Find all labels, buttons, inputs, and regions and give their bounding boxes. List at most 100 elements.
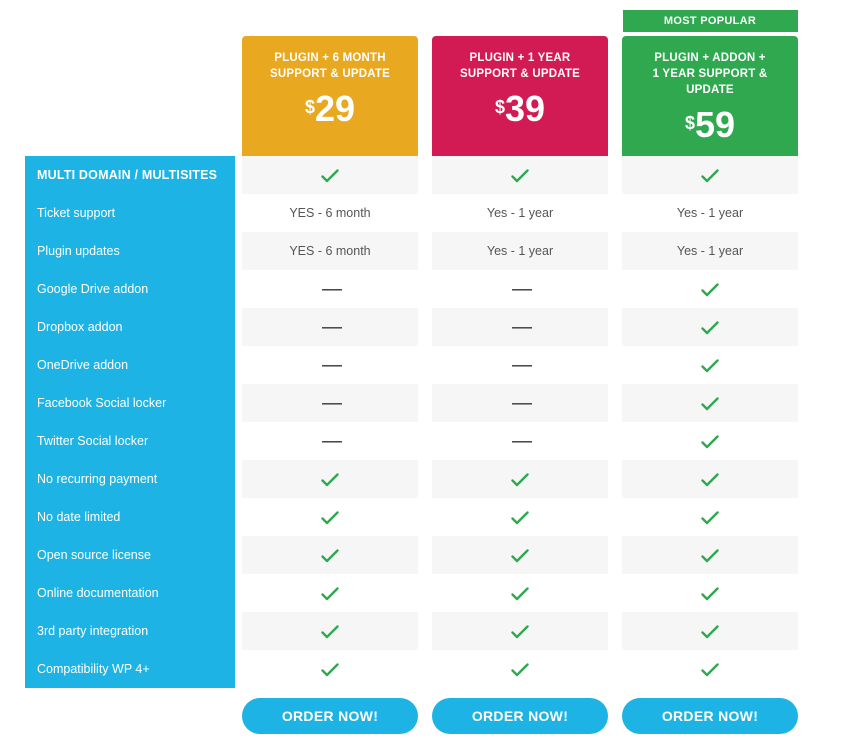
order-button-2[interactable]: ORDER NOW! <box>622 698 798 734</box>
check-icon <box>321 625 339 637</box>
check-icon <box>511 663 529 675</box>
feature-cell <box>622 308 798 346</box>
feature-cell <box>432 156 608 194</box>
dash-icon: — <box>512 436 528 446</box>
dash-icon: — <box>512 360 528 370</box>
feature-label: Compatibility WP 4+ <box>25 650 235 688</box>
check-icon <box>701 283 719 295</box>
feature-cell: — <box>242 384 418 422</box>
order-button-0[interactable]: ORDER NOW! <box>242 698 418 734</box>
feature-cell: — <box>432 422 608 460</box>
pricing-table: MOST POPULAR PLUGIN + 6 MONTHSUPPORT & U… <box>25 10 832 740</box>
feature-cell <box>242 460 418 498</box>
plan-title-1: PLUGIN + 1 YEARSUPPORT & UPDATE <box>440 50 600 82</box>
badge-cell-1 <box>425 10 615 36</box>
plan-header-2: PLUGIN + ADDON +1 YEAR SUPPORT & UPDATE … <box>622 36 798 156</box>
feature-cell <box>242 612 418 650</box>
dash-icon: — <box>512 284 528 294</box>
feature-cell <box>622 270 798 308</box>
feature-cell: — <box>432 308 608 346</box>
feature-cell <box>622 422 798 460</box>
check-icon <box>321 473 339 485</box>
feature-cell <box>432 460 608 498</box>
plan-title-0: PLUGIN + 6 MONTHSUPPORT & UPDATE <box>250 50 410 82</box>
feature-cell <box>622 612 798 650</box>
feature-cell: — <box>242 346 418 384</box>
check-icon <box>321 663 339 675</box>
plan-price-1: $39 <box>440 88 600 130</box>
dash-icon: — <box>322 360 338 370</box>
feature-label: Dropbox addon <box>25 308 235 346</box>
feature-cell: — <box>242 308 418 346</box>
feature-cell <box>242 536 418 574</box>
feature-cell <box>622 498 798 536</box>
feature-cell: YES - 6 month <box>242 232 418 270</box>
feature-label: Twitter Social locker <box>25 422 235 460</box>
feature-cell <box>622 156 798 194</box>
check-icon <box>321 169 339 181</box>
check-icon <box>701 625 719 637</box>
feature-cell: — <box>242 422 418 460</box>
check-icon <box>511 587 529 599</box>
feature-cell <box>242 574 418 612</box>
check-icon <box>701 397 719 409</box>
check-icon <box>511 511 529 523</box>
check-icon <box>701 359 719 371</box>
dash-icon: — <box>512 322 528 332</box>
feature-cell <box>432 574 608 612</box>
feature-label: Plugin updates <box>25 232 235 270</box>
feature-label: OneDrive addon <box>25 346 235 384</box>
feature-label: Google Drive addon <box>25 270 235 308</box>
check-icon <box>321 587 339 599</box>
plan-price-2: $59 <box>630 104 790 146</box>
feature-cell <box>242 156 418 194</box>
plan-price-0: $29 <box>250 88 410 130</box>
most-popular-badge: MOST POPULAR <box>623 10 798 32</box>
feature-label: No date limited <box>25 498 235 536</box>
feature-cell <box>622 650 798 688</box>
feature-cell: YES - 6 month <box>242 194 418 232</box>
plan-header-0: PLUGIN + 6 MONTHSUPPORT & UPDATE $29 <box>242 36 418 156</box>
check-icon <box>701 321 719 333</box>
dash-icon: — <box>322 398 338 408</box>
plan-header-1: PLUGIN + 1 YEARSUPPORT & UPDATE $39 <box>432 36 608 156</box>
feature-cell: — <box>432 270 608 308</box>
feature-cell <box>242 650 418 688</box>
check-icon <box>321 511 339 523</box>
dash-icon: — <box>512 398 528 408</box>
order-button-1[interactable]: ORDER NOW! <box>432 698 608 734</box>
feature-label: MULTI DOMAIN / MULTISITES <box>25 156 235 194</box>
feature-cell: Yes - 1 year <box>432 232 608 270</box>
feature-cell: — <box>242 270 418 308</box>
check-icon <box>701 435 719 447</box>
feature-cell <box>432 536 608 574</box>
feature-cell: Yes - 1 year <box>622 194 798 232</box>
feature-cell: Yes - 1 year <box>432 194 608 232</box>
badge-cell-0 <box>235 10 425 36</box>
feature-label: No recurring payment <box>25 460 235 498</box>
check-icon <box>701 473 719 485</box>
feature-cell <box>432 650 608 688</box>
check-icon <box>511 473 529 485</box>
feature-cell <box>622 574 798 612</box>
dash-icon: — <box>322 322 338 332</box>
badge-cell-2: MOST POPULAR <box>615 10 805 36</box>
feature-cell <box>242 498 418 536</box>
check-icon <box>321 549 339 561</box>
feature-cell <box>622 384 798 422</box>
check-icon <box>701 549 719 561</box>
check-icon <box>701 169 719 181</box>
check-icon <box>701 587 719 599</box>
feature-cell <box>622 460 798 498</box>
feature-label: 3rd party integration <box>25 612 235 650</box>
check-icon <box>511 625 529 637</box>
feature-cell <box>432 498 608 536</box>
feature-label: Online documentation <box>25 574 235 612</box>
feature-cell: Yes - 1 year <box>622 232 798 270</box>
feature-label: Facebook Social locker <box>25 384 235 422</box>
feature-label: Ticket support <box>25 194 235 232</box>
dash-icon: — <box>322 436 338 446</box>
dash-icon: — <box>322 284 338 294</box>
feature-cell: — <box>432 346 608 384</box>
badge-spacer <box>25 10 235 36</box>
